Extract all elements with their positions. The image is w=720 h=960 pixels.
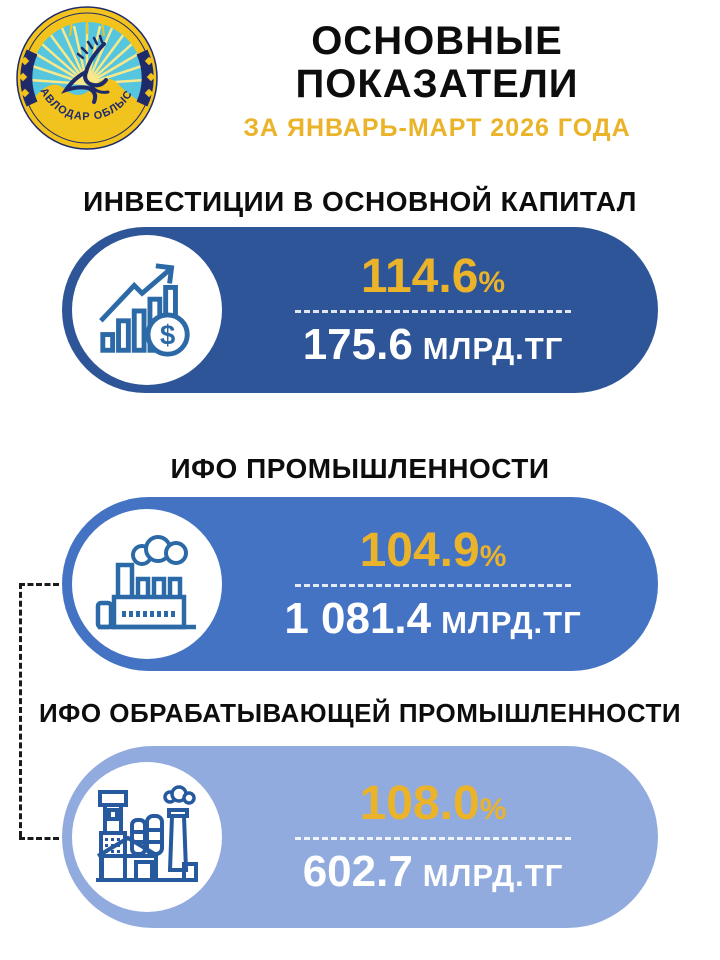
amount-unit: МЛРД.ТГ: [422, 330, 564, 366]
bracket-top-line: [19, 583, 59, 586]
amount-value: 1 081.4 МЛРД.ТГ: [284, 593, 582, 643]
percent-sign: %: [479, 540, 507, 574]
header: ОСНОВНЫЕ ПОКАЗАТЕЛИ ЗА ЯНВАРЬ-МАРТ 2026 …: [158, 19, 716, 143]
amount-number: 602.7: [302, 846, 413, 896]
dashed-divider: [295, 583, 571, 587]
emblem-graphic: ПАВЛОДАР ОБЛЫСЫ: [10, 0, 158, 150]
percent-sign: %: [479, 793, 507, 827]
amount-unit: МЛРД.ТГ: [441, 604, 582, 640]
page-title-line2: ПОКАЗАТЕЛИ: [295, 62, 579, 107]
card-manufacturing: 108.0% 602.7 МЛРД.ТГ: [62, 746, 658, 928]
amount-number: 1 081.4: [284, 593, 432, 643]
growth-chart-dollar-icon: $: [99, 263, 190, 357]
page-title-line1: ОСНОВНЫЕ: [311, 19, 563, 63]
percent-number: 108.0: [359, 777, 480, 831]
card-content: 104.9% 1 081.4 МЛРД.ТГ: [222, 526, 658, 642]
section-title-investments: ИНВЕСТИЦИИ В ОСНОВНОЙ КАПИТАЛ: [83, 186, 637, 217]
section-title-manufacturing: ИФО ОБРАБАТЫВАЮЩЕЙ ПРОМЫШЛЕННОСТИ: [38, 698, 682, 728]
dashed-divider: [295, 309, 571, 313]
industrial-plant-icon: [96, 785, 198, 882]
dashed-divider: [295, 836, 571, 840]
percent-value: 108.0%: [360, 779, 507, 829]
percent-value: 104.9%: [360, 526, 507, 576]
card-content: 114.6% 175.6 МЛРД.ТГ: [222, 252, 658, 368]
page-subtitle: ЗА ЯНВАРЬ-МАРТ 2026 ГОДА: [243, 114, 631, 143]
page-title: ОСНОВНЫЕ ПОКАЗАТЕЛИ: [158, 19, 716, 107]
bracket-bottom-line: [19, 837, 59, 840]
icon-circle: [72, 762, 222, 912]
percent-number: 114.6: [360, 250, 479, 304]
svg-text:$: $: [160, 319, 175, 350]
percent-value: 114.6%: [361, 252, 505, 302]
factory-smoke-icon: [95, 535, 196, 630]
pavlodar-oblysy-emblem: ПАВЛОДАР ОБЛЫСЫ: [10, 0, 158, 150]
amount-value: 175.6 МЛРД.ТГ: [302, 319, 564, 369]
card-investments: $ 114.6% 175.6 МЛРД.ТГ: [62, 227, 658, 393]
section-title-industry: ИФО ПРОМЫШЛЕННОСТИ: [170, 453, 550, 484]
percent-number: 104.9: [359, 524, 480, 578]
icon-circle: [72, 509, 222, 659]
card-content: 108.0% 602.7 МЛРД.ТГ: [222, 779, 658, 895]
icon-circle: $: [72, 235, 222, 385]
amount-unit: МЛРД.ТГ: [422, 857, 564, 893]
percent-sign: %: [478, 266, 506, 300]
amount-number: 175.6: [302, 319, 413, 369]
amount-value: 602.7 МЛРД.ТГ: [302, 846, 564, 896]
card-industry: 104.9% 1 081.4 МЛРД.ТГ: [62, 497, 658, 671]
bracket-vertical-line: [19, 583, 22, 837]
